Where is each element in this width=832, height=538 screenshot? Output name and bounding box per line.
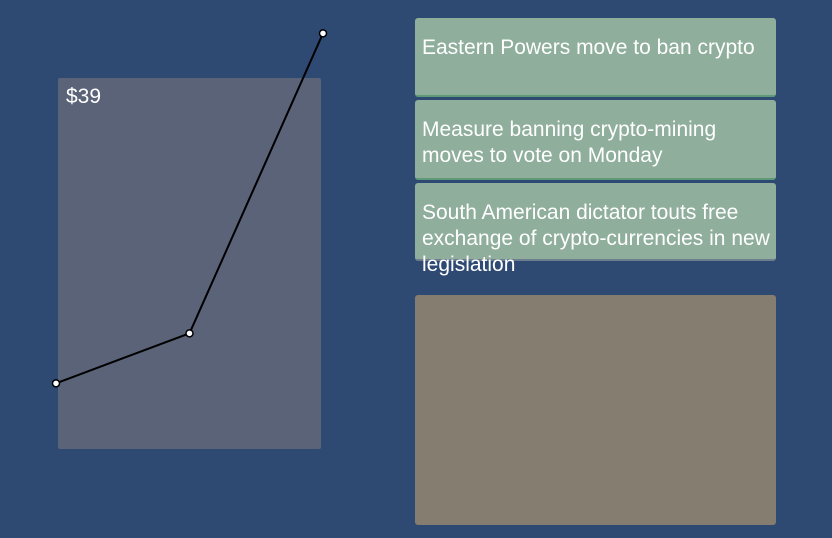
news-headline: South American dictator touts free excha… — [422, 201, 770, 276]
price-data-point — [318, 29, 328, 38]
price-chart-panel — [58, 78, 321, 449]
news-card-1[interactable]: Eastern Powers move to ban crypto — [415, 18, 776, 97]
news-headline: Eastern Powers move to ban crypto — [422, 36, 755, 59]
price-data-point — [51, 379, 61, 388]
news-card-2[interactable]: Measure banning crypto-mining moves to v… — [415, 100, 776, 180]
price-data-point — [185, 329, 194, 338]
price-label: $39 — [66, 85, 102, 108]
detail-panel — [415, 295, 776, 525]
news-card-3[interactable]: South American dictator touts free excha… — [415, 183, 776, 276]
news-headline: Measure banning crypto-mining moves to v… — [422, 118, 717, 167]
